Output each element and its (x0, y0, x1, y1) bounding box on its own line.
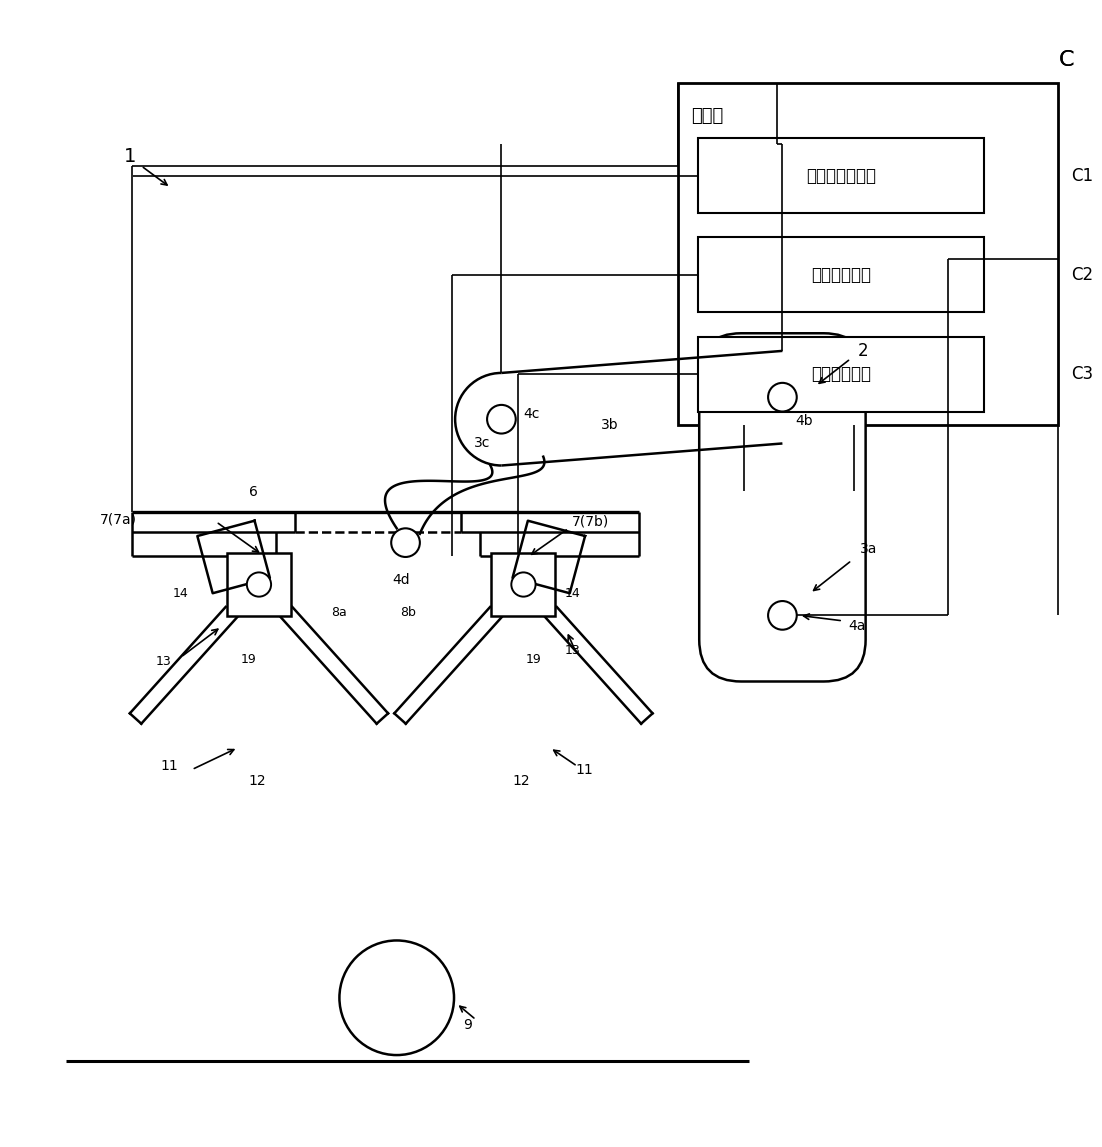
Text: 2: 2 (857, 342, 868, 360)
Circle shape (768, 383, 797, 412)
Text: 4a: 4a (849, 619, 866, 633)
Text: 8b: 8b (400, 606, 415, 618)
Text: 3a: 3a (860, 543, 877, 556)
Text: 4d: 4d (392, 574, 410, 587)
Text: 13: 13 (156, 655, 172, 669)
Text: C3: C3 (1071, 365, 1093, 383)
Text: 12: 12 (248, 774, 266, 788)
Text: 12: 12 (512, 774, 530, 788)
Circle shape (391, 529, 420, 557)
Circle shape (768, 601, 797, 630)
Text: 7(7b): 7(7b) (572, 515, 609, 529)
Text: 交換制御手段: 交換制御手段 (811, 365, 871, 383)
Text: 把持制御手段: 把持制御手段 (811, 266, 871, 283)
Text: 17: 17 (495, 563, 510, 577)
Bar (491, 553, 555, 616)
Text: 4c: 4c (523, 407, 540, 421)
Bar (698, 336, 984, 412)
Text: 17: 17 (230, 563, 246, 577)
Text: 3b: 3b (601, 418, 618, 431)
Text: アーム制御手段: アーム制御手段 (806, 166, 876, 185)
Bar (227, 553, 291, 616)
Circle shape (487, 405, 516, 434)
Text: 9: 9 (463, 1019, 472, 1032)
Bar (678, 83, 1058, 424)
Text: C: C (1059, 49, 1074, 70)
Text: 13: 13 (564, 645, 580, 657)
Text: 1: 1 (123, 148, 137, 166)
Text: C: C (1059, 49, 1074, 70)
Circle shape (339, 941, 454, 1055)
Circle shape (247, 572, 271, 596)
Text: 制御部: 制御部 (691, 108, 723, 125)
Circle shape (511, 572, 536, 596)
Text: 11: 11 (161, 759, 179, 773)
Text: 14: 14 (564, 587, 580, 600)
Text: 4b: 4b (796, 414, 813, 429)
Text: 19: 19 (241, 653, 257, 666)
FancyBboxPatch shape (699, 334, 866, 681)
Text: 19: 19 (526, 653, 541, 666)
Text: 7(7a): 7(7a) (100, 513, 138, 526)
Text: 14: 14 (173, 587, 188, 600)
Bar (698, 138, 984, 213)
Text: C2: C2 (1071, 266, 1093, 283)
Bar (698, 237, 984, 312)
Text: 8a: 8a (332, 606, 347, 618)
Text: 3c: 3c (474, 437, 490, 451)
Text: 6: 6 (249, 485, 258, 499)
Text: C1: C1 (1071, 166, 1093, 185)
Text: 11: 11 (575, 763, 593, 777)
